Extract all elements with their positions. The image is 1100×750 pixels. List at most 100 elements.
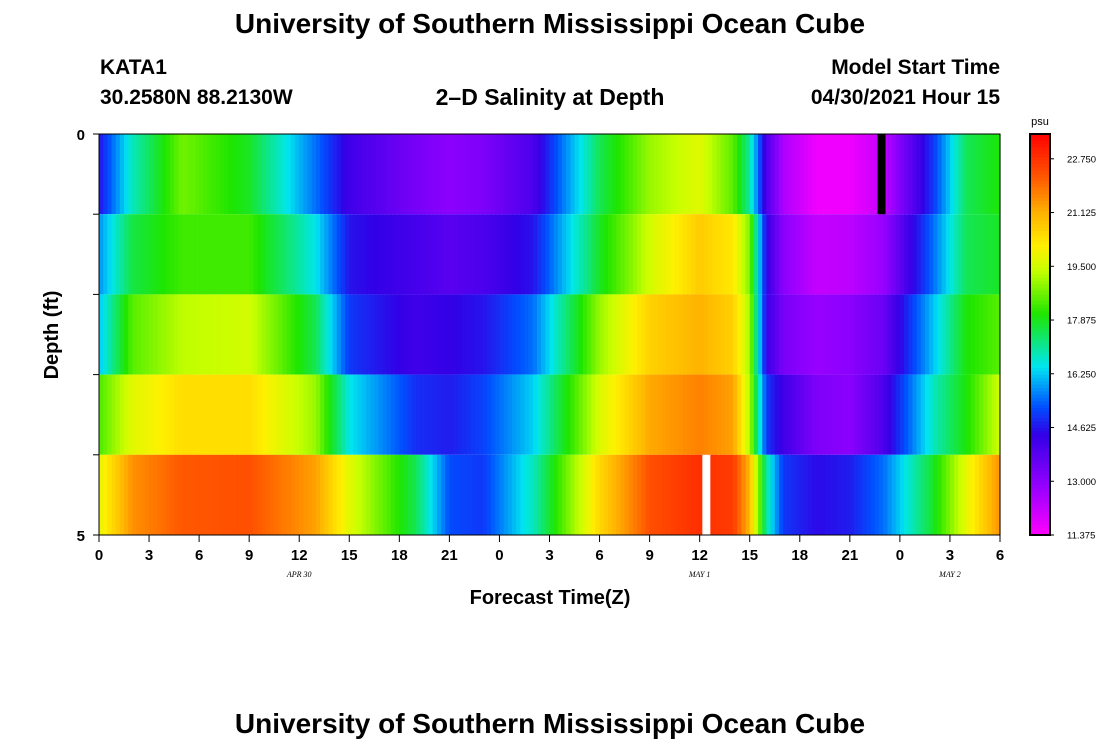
heatmap-cell: [186, 294, 192, 375]
heatmap-cell: [274, 454, 279, 535]
heatmap-cell: [854, 214, 859, 295]
heatmap-cell: [774, 134, 780, 215]
heatmap-cell: [912, 134, 918, 215]
time-marker: [877, 134, 886, 215]
colorbar-segment: [1030, 230, 1050, 235]
heatmap-cell: [762, 374, 768, 455]
heatmap-cell: [165, 374, 171, 455]
heatmap-cell: [507, 214, 513, 295]
heatmap-cell: [916, 294, 922, 375]
heatmap-cell: [770, 134, 776, 215]
heatmap-cell: [641, 214, 647, 295]
heatmap-cell: [578, 374, 584, 455]
heatmap-cell: [361, 454, 367, 535]
heatmap-cell: [282, 294, 288, 375]
colorbar-segment: [1030, 287, 1050, 292]
heatmap-cell: [245, 294, 250, 375]
heatmap-cell: [783, 134, 788, 215]
heatmap-cell: [916, 454, 922, 535]
heatmap-cell: [883, 454, 888, 535]
heatmap-cell: [991, 134, 997, 215]
heatmap-cell: [962, 294, 968, 375]
heatmap-cell: [883, 294, 888, 375]
heatmap-cell: [403, 214, 409, 295]
colorbar-segment: [1030, 271, 1050, 275]
heatmap-cell: [820, 374, 826, 455]
x-tick-label: 9: [245, 547, 253, 564]
heatmap-cell: [712, 134, 717, 215]
heatmap-cell: [486, 134, 492, 215]
heatmap-cell: [778, 454, 784, 535]
heatmap-cell: [474, 294, 480, 375]
heatmap-cell: [979, 294, 984, 375]
colorbar-segment: [1030, 334, 1050, 339]
heatmap-cell: [307, 294, 313, 375]
heatmap-cell: [295, 134, 300, 215]
heatmap-cell: [728, 134, 734, 215]
heatmap-cell: [365, 454, 371, 535]
heatmap-cell: [445, 294, 450, 375]
date-label: APR 30: [286, 570, 312, 579]
heatmap-cell: [503, 214, 509, 295]
heatmap-cell: [653, 374, 659, 455]
heatmap-cell: [420, 134, 425, 215]
colorbar-segment: [1030, 441, 1050, 446]
heatmap-cell: [828, 294, 834, 375]
colorbar-segment: [1030, 361, 1050, 366]
heatmap-cell: [491, 374, 496, 455]
heatmap-cell: [541, 374, 546, 455]
colorbar-segment: [1030, 227, 1050, 232]
heatmap-cell: [666, 214, 672, 295]
heatmap-cell: [453, 454, 459, 535]
colorbar-segment: [1030, 210, 1050, 215]
heatmap-cell: [374, 374, 380, 455]
heatmap-cell: [486, 374, 492, 455]
heatmap-cell: [966, 374, 972, 455]
heatmap-cell: [157, 134, 163, 215]
colorbar-segment: [1030, 371, 1050, 376]
colorbar-segment: [1030, 140, 1050, 145]
heatmap-cell: [420, 214, 425, 295]
heatmap-cell: [682, 374, 688, 455]
heatmap-cell: [236, 294, 242, 375]
heatmap-cell: [695, 454, 701, 535]
heatmap-cell: [653, 294, 659, 375]
heatmap-cell: [466, 134, 471, 215]
heatmap-cell: [395, 454, 400, 535]
heatmap-cell: [161, 134, 167, 215]
heatmap-cell: [124, 454, 129, 535]
colorbar-segment: [1030, 180, 1050, 185]
heatmap-cell: [324, 134, 330, 215]
heatmap-cell: [286, 134, 292, 215]
heatmap-cell: [799, 454, 805, 535]
heatmap-cell: [962, 214, 968, 295]
colorbar-segment: [1030, 431, 1050, 436]
heatmap-cell: [562, 454, 567, 535]
heatmap-cell: [845, 134, 851, 215]
heatmap-cell: [441, 454, 446, 535]
heatmap-cell: [420, 294, 425, 375]
heatmap-cell: [507, 294, 513, 375]
heatmap-cell: [958, 374, 964, 455]
heatmap-cell: [99, 454, 104, 535]
heatmap-cell: [812, 294, 818, 375]
heatmap-cell: [482, 454, 488, 535]
heatmap-cell: [499, 454, 505, 535]
date-label: MAY 1: [688, 570, 711, 579]
heatmap-cell: [144, 454, 150, 535]
heatmap-cell: [478, 454, 484, 535]
x-tick-label: 15: [741, 547, 758, 564]
heatmap-cell: [482, 214, 488, 295]
heatmap-cell: [295, 374, 300, 455]
heatmap-cell: [103, 134, 108, 215]
heatmap-cell: [270, 294, 275, 375]
heatmap-cell: [828, 454, 834, 535]
heatmap-cell: [507, 134, 513, 215]
heatmap-cell: [149, 374, 154, 455]
heatmap-cell: [236, 374, 242, 455]
heatmap-cell: [357, 294, 363, 375]
heatmap-cell: [904, 134, 909, 215]
heatmap-cell: [820, 454, 826, 535]
heatmap-cell: [703, 374, 709, 455]
heatmap-cell: [837, 374, 843, 455]
